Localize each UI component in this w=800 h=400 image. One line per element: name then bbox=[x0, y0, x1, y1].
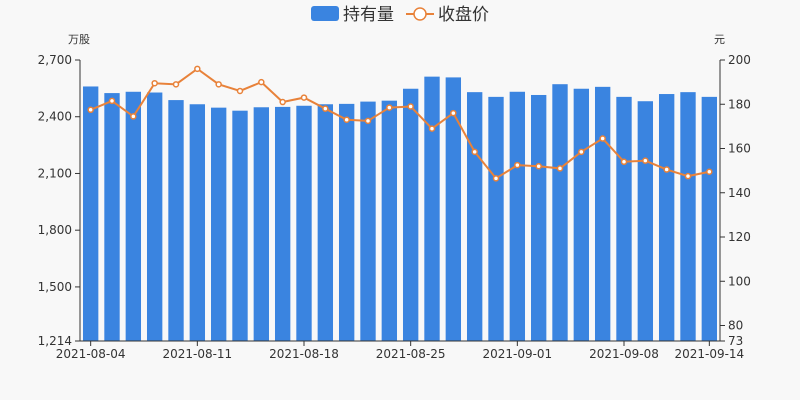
bar[interactable] bbox=[424, 76, 440, 341]
line-point[interactable] bbox=[450, 109, 457, 117]
line-point[interactable] bbox=[599, 135, 606, 142]
line-point[interactable] bbox=[407, 103, 414, 110]
legend: 持有量 收盘价 bbox=[311, 5, 489, 25]
right-axis-tick-label: 160 bbox=[728, 142, 751, 156]
line-point[interactable] bbox=[87, 106, 94, 114]
x-axis-tick-label: 2021-09-14 bbox=[674, 347, 744, 361]
x-axis-tick-label: 2021-08-25 bbox=[376, 347, 446, 361]
bar[interactable] bbox=[680, 92, 696, 342]
bar[interactable] bbox=[658, 94, 675, 341]
legend-label-holdings: 持有量 bbox=[343, 5, 394, 25]
line-point[interactable] bbox=[386, 104, 393, 111]
bar[interactable] bbox=[509, 91, 526, 342]
line-point[interactable] bbox=[471, 148, 478, 156]
x-axis-tick-label: 2021-09-01 bbox=[482, 347, 552, 361]
bar[interactable] bbox=[360, 101, 376, 341]
left-axis-tick-label: 2,400 bbox=[38, 110, 72, 124]
right-axis-tick-label: 80 bbox=[728, 319, 743, 333]
legend-item-holdings[interactable]: 持有量 bbox=[311, 5, 394, 25]
bar[interactable] bbox=[530, 94, 547, 341]
line-point[interactable] bbox=[578, 148, 585, 156]
bar[interactable] bbox=[552, 84, 568, 341]
right-axis-tick-label: 73 bbox=[728, 334, 743, 348]
legend-label-close-price: 收盘价 bbox=[438, 5, 489, 25]
line-point[interactable] bbox=[684, 172, 692, 180]
left-axis-tick-label: 2,100 bbox=[38, 166, 72, 180]
line-point[interactable] bbox=[556, 165, 564, 172]
line-point[interactable] bbox=[215, 81, 222, 88]
line-point[interactable] bbox=[172, 81, 180, 88]
right-axis-tick-label: 100 bbox=[728, 274, 751, 288]
line-point[interactable] bbox=[364, 117, 372, 125]
bar[interactable] bbox=[701, 96, 718, 342]
line-point[interactable] bbox=[279, 98, 286, 106]
line-point[interactable] bbox=[343, 116, 350, 123]
bar[interactable] bbox=[274, 106, 291, 342]
right-axis-unit: 元 bbox=[714, 33, 725, 46]
left-axis-tick-label: 1,214 bbox=[38, 334, 72, 348]
bar[interactable] bbox=[338, 103, 355, 342]
line-point[interactable] bbox=[535, 162, 542, 170]
bar[interactable] bbox=[104, 93, 120, 341]
close-price-line bbox=[90, 67, 710, 180]
bar[interactable] bbox=[125, 91, 142, 342]
line-point[interactable] bbox=[642, 157, 649, 164]
line-point[interactable] bbox=[151, 79, 158, 87]
bar[interactable] bbox=[82, 86, 99, 341]
bar[interactable] bbox=[253, 107, 270, 342]
line-series bbox=[87, 65, 713, 182]
right-axis-tick-label: 120 bbox=[728, 230, 751, 244]
x-axis-tick-label: 2021-09-08 bbox=[589, 347, 659, 361]
line-point[interactable] bbox=[130, 113, 137, 120]
line-point[interactable] bbox=[663, 166, 670, 173]
bar[interactable] bbox=[488, 96, 504, 342]
line-point[interactable] bbox=[322, 105, 329, 112]
left-axis-tick-label: 2,700 bbox=[38, 53, 72, 67]
bar[interactable] bbox=[232, 110, 248, 342]
x-axis-tick-label: 2021-08-11 bbox=[162, 347, 232, 361]
bar[interactable] bbox=[168, 100, 184, 341]
bar[interactable] bbox=[296, 105, 312, 341]
bar[interactable] bbox=[637, 101, 654, 341]
bar[interactable] bbox=[445, 77, 462, 342]
bar[interactable] bbox=[189, 104, 206, 341]
line-point[interactable] bbox=[492, 175, 500, 182]
line-point[interactable] bbox=[194, 65, 201, 73]
x-axis-tick-label: 2021-08-18 bbox=[269, 347, 339, 361]
line-point[interactable] bbox=[236, 87, 244, 95]
right-axis-tick-label: 180 bbox=[728, 97, 751, 111]
right-axis-tick-label: 140 bbox=[728, 186, 751, 200]
bar-series bbox=[82, 76, 718, 342]
right-axis-tick-label: 200 bbox=[728, 53, 751, 67]
line-point[interactable] bbox=[300, 94, 308, 101]
bar[interactable] bbox=[594, 86, 611, 341]
bar[interactable] bbox=[466, 92, 483, 342]
line-point[interactable] bbox=[514, 161, 521, 169]
bar[interactable] bbox=[616, 96, 632, 342]
bar[interactable] bbox=[402, 88, 419, 342]
bar[interactable] bbox=[146, 92, 163, 342]
bar[interactable] bbox=[210, 107, 227, 342]
line-point[interactable] bbox=[620, 158, 628, 166]
bar[interactable] bbox=[317, 104, 334, 341]
line-point[interactable] bbox=[108, 97, 116, 105]
x-axis-tick-label: 2021-08-04 bbox=[56, 347, 126, 361]
line-point[interactable] bbox=[706, 168, 713, 175]
legend-item-close-price[interactable]: 收盘价 bbox=[406, 5, 489, 25]
left-axis-tick-label: 1,500 bbox=[38, 280, 72, 294]
legend-marker-close-price bbox=[413, 7, 427, 21]
bar[interactable] bbox=[381, 100, 398, 341]
bar[interactable] bbox=[573, 88, 590, 342]
left-axis-unit: 万股 bbox=[68, 33, 90, 46]
legend-swatch-holdings bbox=[311, 6, 339, 21]
line-point[interactable] bbox=[428, 125, 436, 132]
line-point[interactable] bbox=[258, 78, 265, 86]
left-axis-tick-label: 1,800 bbox=[38, 223, 72, 237]
